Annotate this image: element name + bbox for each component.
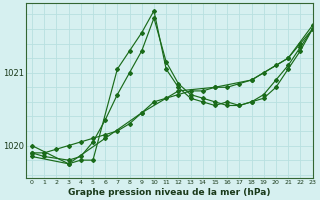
X-axis label: Graphe pression niveau de la mer (hPa): Graphe pression niveau de la mer (hPa) <box>68 188 270 197</box>
